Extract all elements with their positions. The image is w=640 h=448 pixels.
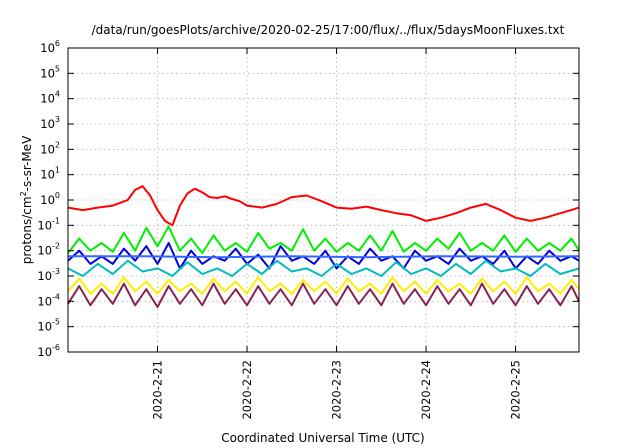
y-tick-label: 10-1 <box>37 216 60 232</box>
series-line-2 <box>67 225 580 255</box>
x-axis-label: Coordinated Universal Time (UTC) <box>221 431 424 445</box>
y-tick-exponent: -4 <box>52 292 60 301</box>
y-tick-exponent: -5 <box>52 318 60 327</box>
y-tick-exponent: 2 <box>55 140 60 149</box>
x-tick-label: 2020-2-25 <box>509 360 523 420</box>
y-tick-label: 10-4 <box>37 292 60 308</box>
x-tick-labels: 2020-2-21 2020-2-22 2020-2-23 2020-2-24 2020… <box>151 360 523 420</box>
y-tick-base: 10 <box>40 66 55 80</box>
series-line-3 <box>67 242 580 270</box>
y-axis-label-base: protons/cm <box>20 196 34 264</box>
y-tick-base: 10 <box>37 244 52 258</box>
y-tick-base: 10 <box>40 168 55 182</box>
series-line-4 <box>68 255 580 259</box>
y-tick-exponent: 0 <box>55 191 60 200</box>
x-tick-label: 2020-2-24 <box>419 360 433 420</box>
y-tick-base: 10 <box>37 269 52 283</box>
x-tick-label: 2020-2-22 <box>240 360 254 420</box>
series-line-1 <box>67 185 580 227</box>
y-tick-label: 104 <box>40 90 60 106</box>
series-layer <box>67 185 580 308</box>
y-tick-base: 10 <box>40 41 55 55</box>
y-tick-label: 103 <box>40 115 60 131</box>
series-line-7 <box>67 282 580 308</box>
y-tick-label: 102 <box>40 140 60 156</box>
y-tick-exponent: 3 <box>55 115 60 124</box>
x-tick-label: 2020-2-23 <box>330 360 344 420</box>
y-tick-exponent: 5 <box>55 64 60 73</box>
y-axis-label: protons/cm2-s-sr-MeV <box>19 135 34 264</box>
series-line-6 <box>67 276 580 295</box>
y-axis-label-exponent: 2 <box>19 191 28 196</box>
y-tick-exponent: -2 <box>52 242 60 251</box>
y-tick-base: 10 <box>40 117 55 131</box>
y-tick-label: 10-3 <box>37 267 60 283</box>
ticks <box>68 47 579 353</box>
y-axis-label-rest: -s-sr-MeV <box>20 135 34 191</box>
chart-title: /data/run/goesPlots/archive/2020-02-25/1… <box>92 23 565 37</box>
y-tick-exponent: -6 <box>52 343 60 352</box>
y-tick-base: 10 <box>40 142 55 156</box>
y-tick-exponent: 4 <box>55 90 60 99</box>
y-tick-label: 101 <box>40 166 60 182</box>
y-tick-label: 10-2 <box>37 242 60 258</box>
y-tick-base: 10 <box>37 218 52 232</box>
y-tick-exponent: 6 <box>55 39 60 48</box>
y-tick-exponent: -3 <box>52 267 60 276</box>
y-tick-exponent: -1 <box>52 216 60 225</box>
y-tick-label: 10-5 <box>37 318 60 334</box>
y-tick-base: 10 <box>37 320 52 334</box>
y-tick-exponent: 1 <box>55 166 60 175</box>
y-tick-base: 10 <box>37 345 52 359</box>
y-tick-labels: 10-610-510-410-310-210-11001011021031041… <box>37 39 60 359</box>
y-tick-base: 10 <box>40 92 55 106</box>
series-line-5 <box>67 259 580 277</box>
y-tick-base: 10 <box>37 294 52 308</box>
y-tick-label: 10-6 <box>37 343 60 359</box>
grid <box>68 48 579 352</box>
x-tick-label: 2020-2-21 <box>151 360 165 420</box>
y-tick-label: 105 <box>40 64 60 80</box>
y-tick-label: 100 <box>40 191 60 207</box>
y-tick-label: 106 <box>40 39 60 55</box>
y-tick-base: 10 <box>40 193 55 207</box>
